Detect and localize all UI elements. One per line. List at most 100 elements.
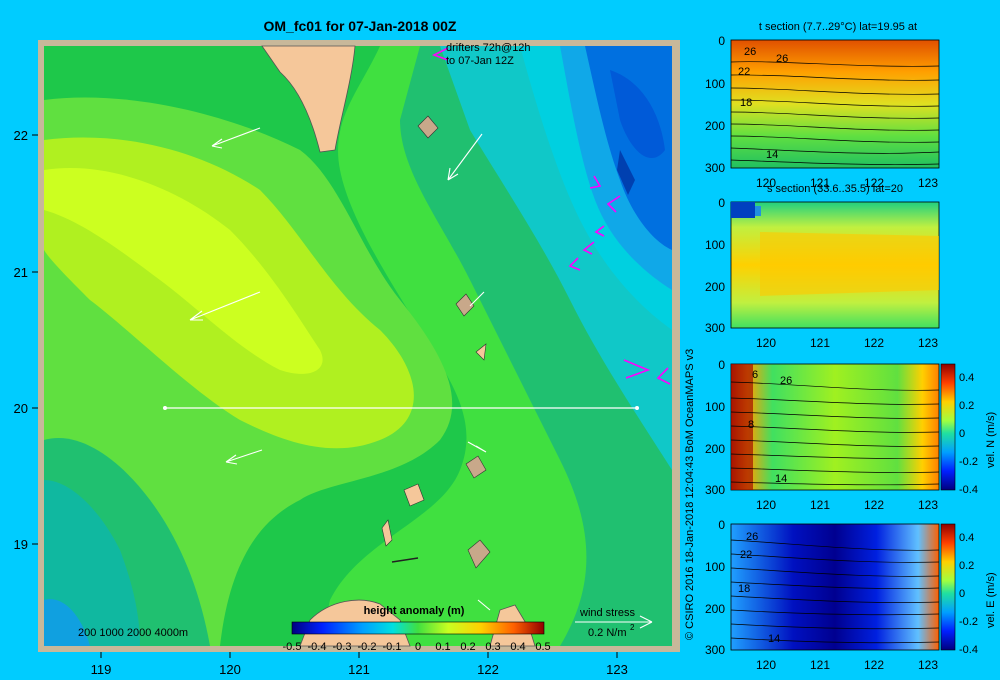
wind-arrows bbox=[189, 127, 653, 629]
contour-label: 22 bbox=[740, 549, 752, 561]
contour-label: 14 bbox=[768, 633, 780, 645]
depth-legend: 200 1000 2000 4000m bbox=[78, 627, 188, 639]
y-tick-label: 300 bbox=[705, 321, 725, 335]
colorbar-ticks: -0.5 -0.4 -0.3 -0.2 -0.1 0 0.1 0.2 0.3 0… bbox=[283, 641, 551, 653]
drifters-label: to 07-Jan 12Z bbox=[446, 55, 514, 67]
contour-band bbox=[617, 150, 635, 195]
panel-vel-east: 26 22 18 14 0.4 0.2 0 -0.2 -0.4 vel. E (… bbox=[705, 518, 997, 672]
y-tick-label: 300 bbox=[705, 161, 725, 175]
y-tick-label: 0 bbox=[718, 196, 725, 210]
y-tick-label: 100 bbox=[705, 400, 725, 414]
x-tick-label: 122 bbox=[864, 336, 884, 350]
colorbar-tick: 0.2 bbox=[460, 641, 475, 653]
x-tick-label: 123 bbox=[606, 662, 628, 677]
isotherms bbox=[730, 381, 940, 486]
cbar-tick: 0 bbox=[959, 588, 965, 600]
panel-vel-north: 6 26 8 14 0.4 0.2 0 -0.2 -0.4 vel. N (m/… bbox=[705, 358, 997, 512]
wind-stress-label: wind stress bbox=[579, 607, 636, 619]
drifter-tracks bbox=[431, 47, 671, 385]
colorbar-tick: -0.2 bbox=[358, 641, 377, 653]
contour-label: 26 bbox=[744, 46, 756, 58]
contour-band bbox=[44, 168, 323, 374]
island bbox=[455, 293, 475, 317]
x-tick-label: 121 bbox=[810, 658, 830, 672]
x-tick-label: 121 bbox=[810, 336, 830, 350]
y-tick-label: 0 bbox=[718, 358, 725, 372]
cbar-tick: -0.4 bbox=[959, 484, 978, 496]
y-tick-label: 100 bbox=[705, 238, 725, 252]
y-tick-label: 0 bbox=[718, 34, 725, 48]
y-tick-label: 200 bbox=[705, 602, 725, 616]
y-tick-label: 22 bbox=[14, 128, 28, 143]
contour-label: 8 bbox=[748, 419, 754, 431]
x-tick-label: 119 bbox=[91, 662, 112, 677]
cbar-tick: 0 bbox=[959, 428, 965, 440]
x-tick-label: 123 bbox=[918, 498, 938, 512]
section-endpoint bbox=[635, 406, 639, 410]
vel-colorbar bbox=[940, 523, 956, 651]
y-tick-label: 0 bbox=[718, 518, 725, 532]
colorbar-tick: -0.1 bbox=[383, 641, 402, 653]
section-feature bbox=[731, 364, 753, 490]
colorbar bbox=[291, 621, 545, 635]
x-tick-label: 120 bbox=[756, 336, 776, 350]
y-tick-label: 300 bbox=[705, 483, 725, 497]
panel-temperature: t section (7.7..29°C) lat=19.95 at 26 26… bbox=[705, 21, 940, 190]
contour-label: 6 bbox=[752, 369, 758, 381]
cbar-tick: 0.4 bbox=[959, 532, 974, 544]
x-tick-label: 122 bbox=[864, 498, 884, 512]
cbar-tick: 0.2 bbox=[959, 400, 974, 412]
x-tick-label: 121 bbox=[348, 662, 370, 677]
panel-salinity: s section (33.6..35.5) lat=20 0 100 200 … bbox=[705, 183, 940, 350]
y-tick-label: 21 bbox=[14, 265, 28, 280]
x-tick-label: 120 bbox=[756, 658, 776, 672]
x-tick-label: 123 bbox=[918, 336, 938, 350]
x-tick-label: 120 bbox=[756, 498, 776, 512]
y-tick-label: 200 bbox=[705, 119, 725, 133]
vel-colorbar bbox=[940, 363, 956, 491]
section-feature bbox=[760, 232, 939, 296]
panel-title: t section (7.7..29°C) lat=19.95 at bbox=[759, 21, 917, 33]
colorbar-title: height anomaly (m) bbox=[364, 605, 465, 617]
colorbar-tick: -0.3 bbox=[333, 641, 352, 653]
colorbar-tick: 0.4 bbox=[510, 641, 525, 653]
x-tick-label: 120 bbox=[756, 176, 776, 190]
contour-label: 22 bbox=[738, 66, 750, 78]
island bbox=[381, 519, 393, 547]
y-tick-label: 200 bbox=[705, 442, 725, 456]
land-taiwan bbox=[261, 45, 356, 153]
contour-band bbox=[610, 70, 665, 159]
colorbar-tick: 0.3 bbox=[485, 641, 500, 653]
x-tick-label: 120 bbox=[219, 662, 241, 677]
map-title: OM_fc01 for 07-Jan-2018 00Z bbox=[264, 18, 457, 34]
section-feature bbox=[731, 202, 755, 218]
contour-label: 26 bbox=[780, 375, 792, 387]
contour-band bbox=[44, 599, 90, 646]
credit-text: © CSIRO 2016 18-Jan-2018 12:04:43 BoM Oc… bbox=[684, 349, 696, 640]
contour-label: 14 bbox=[775, 473, 787, 485]
island bbox=[391, 557, 419, 563]
section-endpoint bbox=[163, 406, 167, 410]
isotherms bbox=[730, 539, 940, 644]
x-tick-label: 123 bbox=[918, 176, 938, 190]
colorbar-tick: 0.5 bbox=[535, 641, 550, 653]
x-tick-label: 122 bbox=[864, 176, 884, 190]
wind-stress-scale: 0.2 N/m bbox=[588, 627, 627, 639]
map-panel: drifters 72h@12h to 07-Jan 12Z 200 1000 … bbox=[14, 40, 680, 677]
wind-stress-exponent: 2 bbox=[630, 623, 635, 632]
contour-label: 26 bbox=[746, 531, 758, 543]
panel-title: s section (33.6..35.5) lat=20 bbox=[767, 183, 903, 195]
contour-band bbox=[44, 480, 140, 646]
island bbox=[403, 483, 425, 507]
cbar-label: vel. N (m/s) bbox=[985, 412, 997, 468]
contour-label: 18 bbox=[740, 97, 752, 109]
y-tick-label: 100 bbox=[705, 77, 725, 91]
x-tick-label: 121 bbox=[810, 176, 830, 190]
y-tick-label: 19 bbox=[14, 537, 28, 552]
island bbox=[465, 455, 487, 479]
x-tick-label: 122 bbox=[864, 658, 884, 672]
contour-label: 14 bbox=[766, 149, 778, 161]
section-feature bbox=[755, 206, 761, 216]
y-tick-label: 300 bbox=[705, 643, 725, 657]
